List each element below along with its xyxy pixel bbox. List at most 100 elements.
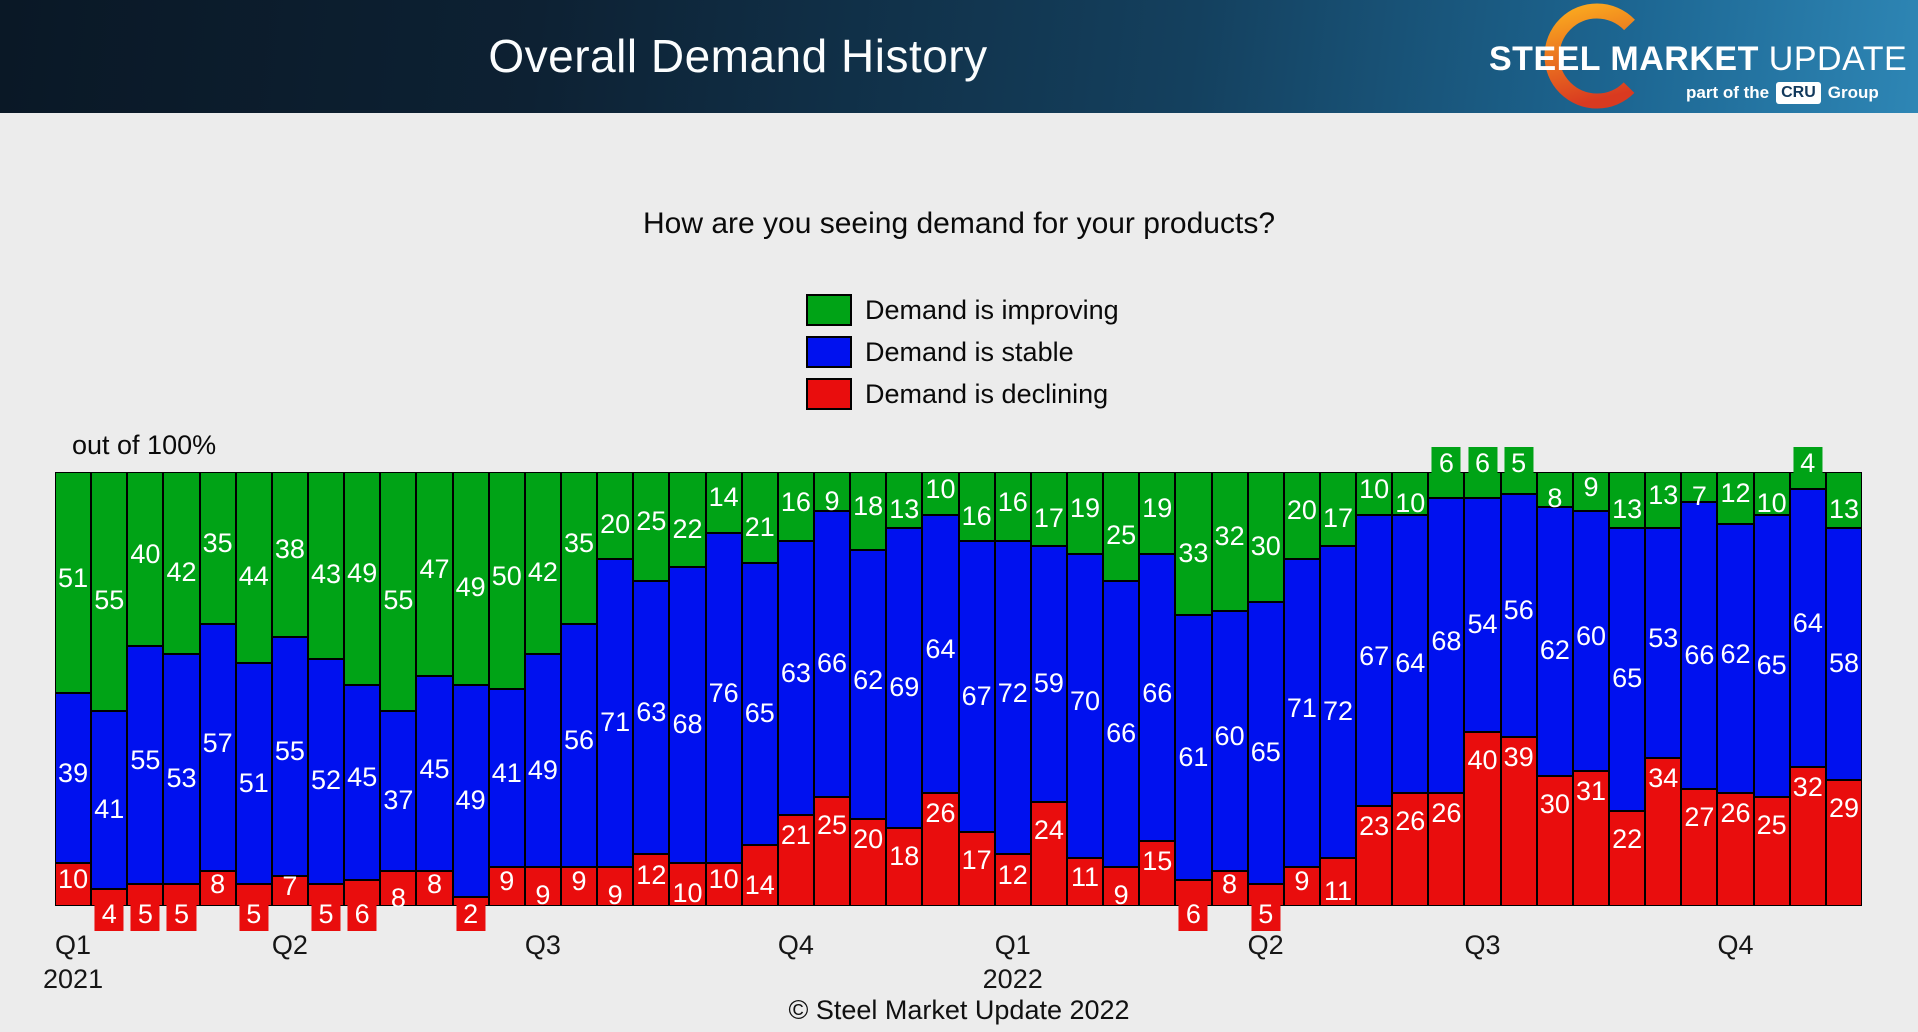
bar-segment-improving: 51 bbox=[55, 472, 92, 694]
brand-light-text: UPDATE bbox=[1768, 40, 1908, 78]
bar-segment-stable: 68 bbox=[1428, 498, 1465, 794]
bar-value-label: 6 bbox=[1468, 447, 1498, 480]
bar-segment-improving: 13 bbox=[1645, 472, 1682, 529]
survey-question: How are you seeing demand for your produ… bbox=[642, 207, 1276, 240]
bar-segment-improving: 9 bbox=[1572, 472, 1610, 512]
bar-column: 33 61 6 bbox=[1175, 472, 1212, 931]
bar-segment-improving: 55 bbox=[91, 472, 128, 711]
quarter-tick: Q2 bbox=[271, 930, 308, 960]
bar-value-label: 5 bbox=[311, 897, 341, 931]
bar-segment-stable: 64 bbox=[1392, 515, 1429, 794]
bar-segment-stable: 49 bbox=[452, 684, 489, 898]
bar-column: 51 39 10 bbox=[55, 472, 92, 906]
bar-segment-declining: 27 bbox=[1681, 788, 1718, 906]
bar-segment-stable: 59 bbox=[1030, 545, 1067, 802]
bar-column: 42 49 9 bbox=[524, 472, 561, 910]
bar-segment-improving: 16 bbox=[777, 472, 814, 542]
bar-segment-stable: 68 bbox=[669, 567, 706, 863]
bar-column: 44 51 5 bbox=[235, 472, 272, 931]
bar-segment-stable: 72 bbox=[994, 541, 1031, 854]
bar-segment-declining: 5 bbox=[163, 884, 200, 931]
legend-item-declining: Demand is declining bbox=[806, 377, 1119, 411]
bar-column: 40 55 5 bbox=[127, 472, 164, 931]
bar-segment-stable: 62 bbox=[850, 550, 887, 820]
bar-column: 22 68 10 bbox=[669, 472, 706, 908]
bar-segment-stable: 60 bbox=[1211, 610, 1248, 872]
bar-segment-declining: 30 bbox=[1536, 775, 1573, 906]
brand-bold-text: STEEL MARKET bbox=[1489, 40, 1759, 78]
bar-value-label: 5 bbox=[130, 897, 160, 931]
copyright: © Steel Market Update 2022 bbox=[788, 995, 1130, 1025]
tagline-prefix: part of the bbox=[1686, 83, 1770, 102]
quarter-tick: Q2 bbox=[1247, 930, 1284, 960]
bar-column: 6 54 40 bbox=[1464, 447, 1501, 906]
bar-segment-declining: 21 bbox=[777, 814, 814, 906]
bar-column: 21 65 14 bbox=[741, 472, 778, 906]
bar-segment-declining: 26 bbox=[1392, 793, 1429, 906]
quarter-tick: Q4 bbox=[777, 930, 814, 960]
bar-segment-declining: 5 bbox=[127, 884, 164, 931]
bar-segment-improving: 22 bbox=[669, 472, 706, 568]
bar-column: 16 72 12 bbox=[994, 472, 1031, 906]
bar-segment-stable: 65 bbox=[1753, 515, 1790, 798]
bar-segment-stable: 65 bbox=[1609, 528, 1646, 811]
bar-segment-improving: 38 bbox=[271, 472, 308, 637]
bar-column: 13 65 22 bbox=[1609, 472, 1646, 906]
bar-value-label: 6 bbox=[347, 897, 377, 931]
bar-segment-improving: 14 bbox=[705, 472, 742, 533]
bar-column: 10 64 26 bbox=[1392, 472, 1429, 906]
bar-column: 42 53 5 bbox=[163, 472, 200, 931]
quarter-tick: Q3 bbox=[524, 930, 561, 960]
bar-segment-stable: 71 bbox=[597, 558, 634, 867]
bar-segment-declining: 26 bbox=[1428, 793, 1465, 906]
legend-label-declining: Demand is declining bbox=[865, 378, 1109, 409]
bar-segment-improving: 10 bbox=[1392, 472, 1429, 518]
bar-segment-stable: 54 bbox=[1464, 498, 1501, 733]
bar-value-label: 2 bbox=[456, 897, 486, 931]
bar-column: 49 49 2 bbox=[452, 472, 489, 931]
bar-segment-declining: 29 bbox=[1825, 780, 1863, 906]
bar-segment-declining: 22 bbox=[1609, 810, 1646, 906]
bar-column: 38 55 7 bbox=[271, 472, 308, 906]
legend-label-improving: Demand is improving bbox=[865, 294, 1119, 325]
bar-segment-improving: 49 bbox=[344, 472, 381, 685]
bar-column: 13 53 34 bbox=[1645, 472, 1682, 906]
bar-segment-improving: 43 bbox=[307, 472, 345, 659]
bar-segment-improving: 42 bbox=[524, 472, 561, 655]
bar-segment-improving: 47 bbox=[416, 472, 453, 676]
bar-segment-stable: 45 bbox=[344, 684, 381, 880]
bar-segment-improving: 32 bbox=[1211, 472, 1248, 611]
bar-segment-declining: 34 bbox=[1645, 758, 1682, 906]
bar-segment-stable: 67 bbox=[958, 541, 995, 833]
bar-column: 30 65 5 bbox=[1247, 472, 1284, 931]
bar-segment-improving: 25 bbox=[1103, 472, 1140, 581]
bar-segment-declining: 26 bbox=[1717, 793, 1754, 906]
bar-segment-stable: 61 bbox=[1175, 615, 1212, 880]
bar-segment-stable: 62 bbox=[1717, 524, 1754, 794]
bar-segment-stable: 60 bbox=[1572, 511, 1610, 772]
bar-segment-improving: 17 bbox=[1030, 472, 1067, 546]
x-axis: Q1 2021 Q2 Q3 Q4 Q1 2022 Q2 Q3 Q4 bbox=[43, 930, 1862, 1002]
bar-column: 20 71 9 bbox=[1283, 472, 1320, 906]
bar-segment-declining: 15 bbox=[1139, 840, 1176, 906]
bar-segment-declining: 8 bbox=[1211, 869, 1248, 906]
bar-segment-improving: 19 bbox=[1066, 472, 1104, 555]
bar-segment-improving: 12 bbox=[1717, 472, 1754, 525]
bar-segment-improving: 21 bbox=[741, 472, 778, 564]
bar-segment-declining: 40 bbox=[1464, 732, 1501, 906]
bar-segment-improving: 25 bbox=[633, 472, 670, 581]
smu-tagline: part of the CRU Group bbox=[1686, 82, 1879, 104]
bar-segment-stable: 64 bbox=[1789, 489, 1826, 768]
bar-value-label: 5 bbox=[1504, 447, 1534, 480]
bar-segment-stable: 67 bbox=[1356, 515, 1393, 807]
bar-segment-improving: 42 bbox=[163, 472, 200, 655]
bar-segment-stable: 66 bbox=[1139, 554, 1176, 841]
bar-segment-declining: 5 bbox=[307, 884, 345, 931]
bar-segment-improving: 13 bbox=[1825, 472, 1863, 529]
bar-segment-improving: 33 bbox=[1175, 472, 1212, 616]
bar-column: 4 64 32 bbox=[1789, 447, 1826, 906]
bar-segment-declining: 6 bbox=[1175, 879, 1212, 931]
bar-segment-stable: 57 bbox=[199, 623, 236, 872]
bar-segment-improving: 10 bbox=[1753, 472, 1790, 518]
bar-segment-declining: 2 bbox=[452, 897, 489, 931]
